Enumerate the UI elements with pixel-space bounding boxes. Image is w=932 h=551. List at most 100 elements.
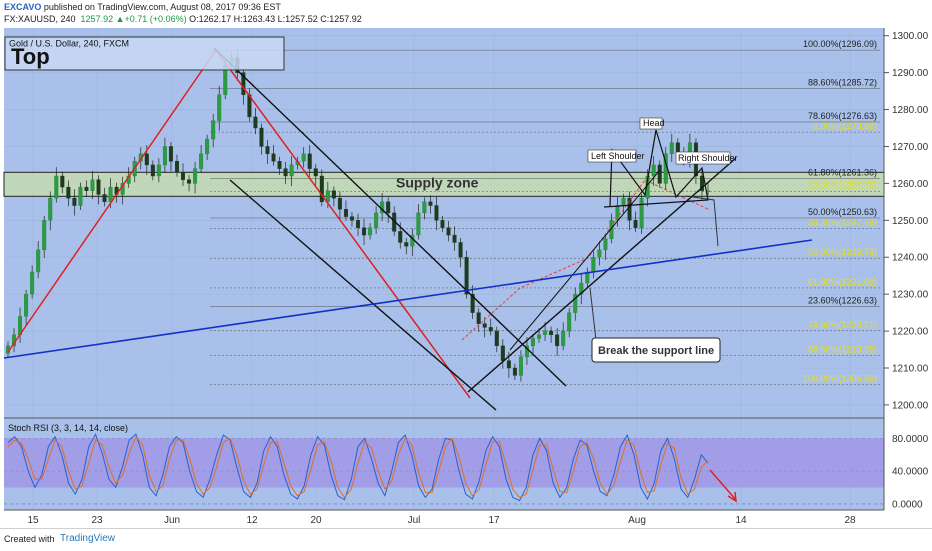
candle <box>416 204 421 240</box>
rsi-series-line <box>7 435 709 499</box>
price-tick-label: 1270.00 <box>892 142 929 153</box>
supply-zone-label: Supply zone <box>396 174 479 190</box>
rsi-title: Stoch RSI (3, 3, 14, 14, close) <box>8 423 128 433</box>
left-shoulder-box <box>587 149 637 163</box>
channel-upper-line[interactable] <box>213 47 567 387</box>
candle <box>301 147 306 168</box>
candle <box>368 223 373 240</box>
time-tick-label: 28 <box>844 515 856 526</box>
publisher-name[interactable]: EXCAVO <box>4 2 42 12</box>
fib-retracement-label: 38.20%(1247.79) <box>808 217 877 227</box>
fib-level-label: 23.60%(1226.63) <box>808 296 877 306</box>
callout-box[interactable] <box>591 337 721 363</box>
price-tick-label: 1280.00 <box>892 105 929 116</box>
candle <box>168 142 173 172</box>
candle <box>597 240 602 266</box>
time-tick-label: 20 <box>310 515 322 526</box>
candle <box>289 156 294 186</box>
candle <box>349 212 354 227</box>
candle <box>446 221 451 242</box>
candle <box>187 175 192 192</box>
top-label: Top <box>11 44 50 69</box>
candle <box>434 196 439 231</box>
last-price: 1257.92 <box>80 14 114 24</box>
candle <box>36 240 41 279</box>
rsi-axis[interactable]: 80.0000 40.0000 0.0000 <box>892 434 929 511</box>
candle <box>500 339 505 369</box>
candle <box>651 156 656 186</box>
candle <box>476 308 481 332</box>
candle <box>488 318 493 336</box>
price-tick-label: 1220.00 <box>892 327 929 338</box>
candle <box>211 113 216 148</box>
price-tick-label: 1210.00 <box>892 364 929 375</box>
publisher-line: EXCAVO published on TradingView.com, Aug… <box>4 2 281 12</box>
fib-retracement-label: 78.60%(1220.21) <box>808 319 877 329</box>
candle <box>90 170 95 199</box>
candle <box>205 134 210 161</box>
candle <box>337 191 342 220</box>
candle <box>699 169 704 201</box>
up-arrow-icon: ▲ <box>115 14 125 24</box>
candle <box>162 137 167 174</box>
fib-retracement-label: 50.00%(1239.73) <box>808 247 877 257</box>
candle <box>156 158 161 183</box>
candle <box>362 218 367 246</box>
left-shoulder-label: Left Shoulder <box>591 151 645 161</box>
candle <box>319 169 324 207</box>
rsi-tick-label: 0.0000 <box>892 499 923 510</box>
candle <box>555 328 560 356</box>
candle <box>639 193 644 234</box>
price-axis[interactable]: 1300.00 1290.00 1280.00 1270.00 1260.00 1250.… <box>884 31 929 411</box>
candle <box>283 161 288 185</box>
tradingview-logo[interactable]: TradingView <box>60 533 116 544</box>
candle <box>174 154 179 177</box>
title-panel <box>4 36 285 71</box>
symbol-line: FX:XAUUSD, 240 1257.92 ▲+0.71 (+0.06%) O… <box>4 14 362 24</box>
channel-lower-line[interactable] <box>229 179 497 411</box>
chart-header: EXCAVO published on TradingView.com, Aug… <box>0 0 932 28</box>
time-tick-label: 23 <box>91 515 103 526</box>
down-arrow-icon <box>709 469 737 501</box>
chart-title: Gold / U.S. Dollar, 240, FXCM <box>9 38 129 48</box>
candle <box>428 195 433 214</box>
rsi-tick-label: 80.0000 <box>892 434 929 445</box>
candle <box>549 326 554 343</box>
candle <box>356 213 361 236</box>
candle <box>518 350 523 382</box>
candle <box>217 85 222 131</box>
price-change: +0.71 (+0.06%) <box>124 14 187 24</box>
time-tick-label: 17 <box>488 515 500 526</box>
candle <box>277 156 282 175</box>
candle <box>470 285 475 319</box>
head-label: Head <box>643 118 665 128</box>
created-with-text: Created with <box>4 534 55 544</box>
candle <box>42 215 47 258</box>
dashed-projection <box>461 179 711 341</box>
candle <box>440 215 445 233</box>
time-tick-label: Jun <box>164 515 180 526</box>
fib-levels: 100.00%(1296.09) 88.60%(1285.72) 78.60%(12… <box>210 39 880 385</box>
candle <box>404 238 409 255</box>
candle <box>199 144 204 174</box>
candle <box>603 234 608 260</box>
rsi-lines <box>7 433 709 502</box>
candle <box>54 167 59 203</box>
footer: Created with TradingView <box>0 528 932 551</box>
price-tick-label: 1300.00 <box>892 31 929 42</box>
price-tick-label: 1260.00 <box>892 179 929 190</box>
price-tick-label: 1250.00 <box>892 216 929 227</box>
fib-retracement-label: 0.00%(1273.88) <box>813 121 877 131</box>
fib-retracement-label: 61.80%(1231.68) <box>808 277 877 287</box>
price-chart[interactable]: Supply zone 100.00%(1296.09) 88.60%(1285.… <box>0 0 932 528</box>
time-tick-label: Jul <box>408 515 421 526</box>
candle <box>567 308 572 338</box>
candle <box>452 226 457 251</box>
blue-trendline[interactable] <box>3 239 813 359</box>
time-axis[interactable]: 15 23 Jun 12 20 Jul 17 Aug 14 28 <box>4 509 884 526</box>
candle <box>150 160 155 181</box>
candle <box>66 180 71 207</box>
candle <box>374 206 379 234</box>
down-arrow-head-icon <box>727 491 737 503</box>
inner-support-line <box>509 169 661 351</box>
